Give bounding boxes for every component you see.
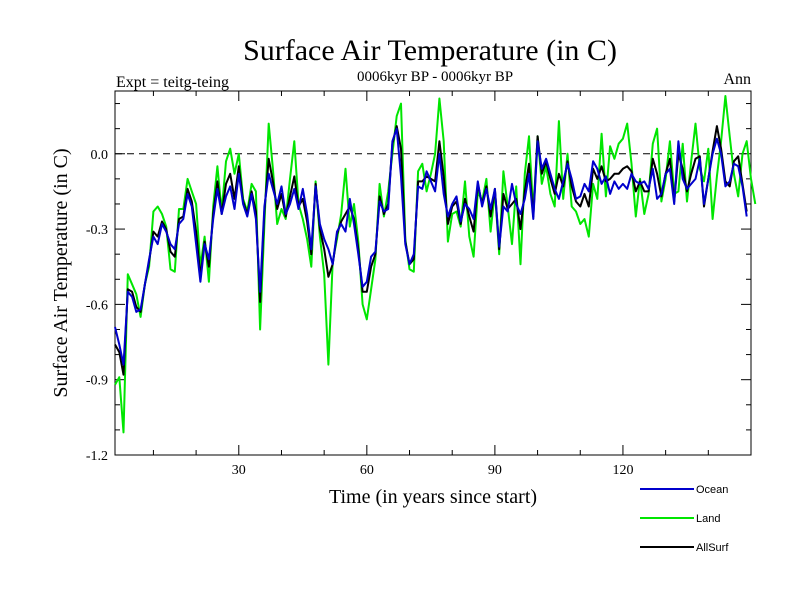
- legend-label-land: Land: [696, 513, 720, 525]
- y-tick-label: -1.2: [86, 449, 108, 464]
- x-tick-label: 60: [360, 463, 374, 478]
- x-tick-label: 30: [232, 463, 246, 478]
- y-tick-label: -0.9: [86, 374, 108, 389]
- plot-area: -1.2 -0.9 -0.6 -0.3 0.0 30 60 90 120: [86, 90, 757, 478]
- plot-frame: [114, 90, 752, 456]
- x-axis: 30 60 90 120: [152, 91, 709, 478]
- series-line-land: [114, 95, 757, 434]
- x-tick-label: 90: [488, 463, 502, 478]
- chart-title: Surface Air Temperature (in C): [243, 34, 617, 67]
- x-tick-label: 120: [612, 463, 633, 478]
- legend-label-allsurf: AllSurf: [696, 542, 729, 554]
- series-line-ocean: [114, 127, 748, 366]
- y-axis-label: Surface Air Temperature (in C): [50, 148, 72, 397]
- legend: Ocean Land AllSurf: [640, 484, 729, 554]
- y-axis: -1.2 -0.9 -0.6 -0.3 0.0: [86, 103, 751, 464]
- season-label: Ann: [723, 71, 751, 88]
- experiment-label: Expt = teitg-teing: [116, 74, 229, 91]
- y-tick-label: 0.0: [91, 148, 109, 163]
- legend-label-ocean: Ocean: [696, 484, 728, 496]
- y-tick-label: -0.6: [86, 298, 108, 313]
- chart-subtitle: 0006kyr BP - 0006kyr BP: [357, 69, 513, 85]
- series-layer: [114, 95, 757, 434]
- x-axis-label: Time (in years since start): [329, 486, 537, 508]
- y-tick-label: -0.3: [86, 223, 108, 238]
